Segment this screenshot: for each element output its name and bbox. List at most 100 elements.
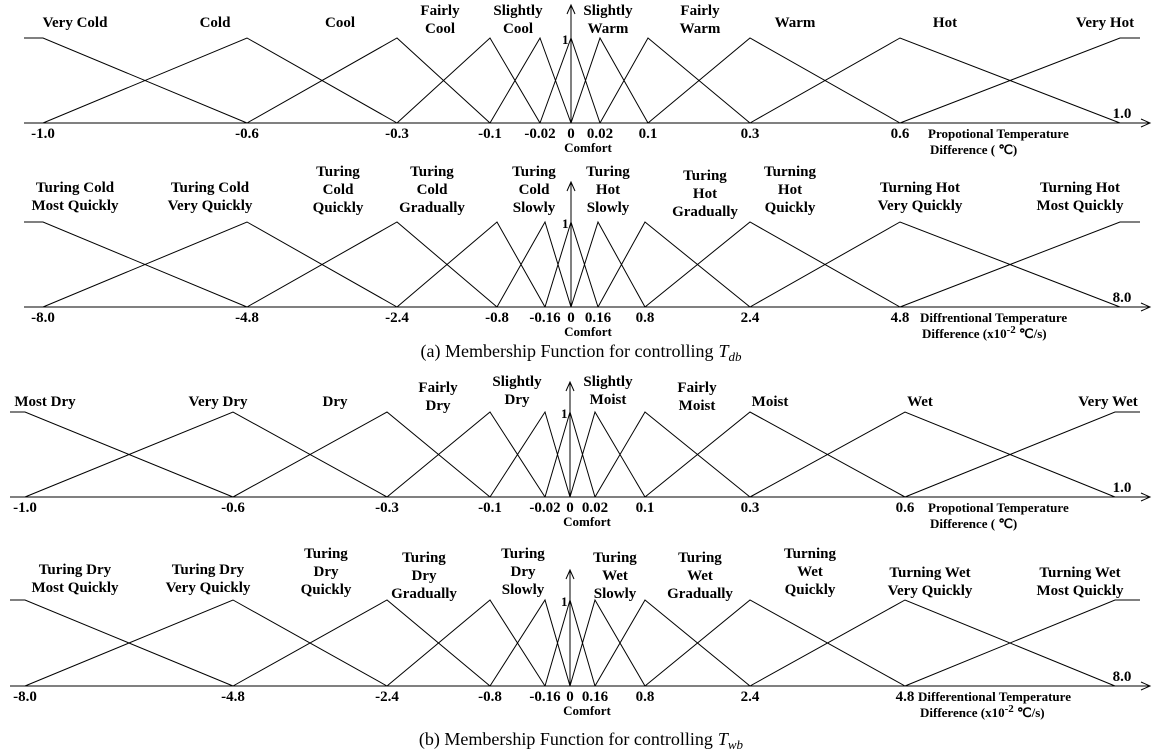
- set-label: Wet: [797, 564, 823, 580]
- set-label: Gradually: [391, 586, 457, 602]
- tick-label: 0.02: [587, 126, 613, 142]
- axis-title-part: Difference (x10: [920, 705, 1005, 720]
- set-label: Hot: [933, 15, 957, 31]
- tick-label: -0.1: [478, 500, 502, 516]
- set-label: Dry: [412, 568, 437, 584]
- tick-label: -1.0: [31, 126, 55, 142]
- set-label: Quickly: [785, 582, 836, 598]
- set-label: Very Cold: [43, 15, 109, 31]
- membership-function: [749, 599, 1116, 687]
- axis-title-part: ℃/s): [1014, 705, 1045, 720]
- membership-function: [904, 599, 1140, 687]
- tick-label: -2.4: [385, 310, 409, 326]
- tick-label: 0.3: [741, 126, 760, 142]
- caption-subscript: wb: [728, 737, 744, 752]
- membership-function: [246, 221, 498, 308]
- set-label: Very Wet: [1078, 394, 1138, 410]
- end-tick-label: 1.0: [1113, 480, 1132, 496]
- comfort-label: Comfort: [563, 703, 611, 718]
- set-label: Fairly: [418, 380, 458, 396]
- membership-function: [24, 411, 388, 498]
- tick-label: 0.8: [636, 310, 655, 326]
- set-label: Cold: [323, 182, 355, 198]
- membership-function: [42, 37, 398, 124]
- membership-function: [246, 37, 491, 124]
- axis-title: Diffrentional Temperature: [920, 310, 1067, 325]
- membership-function: [489, 410, 571, 498]
- set-label: Dry: [505, 392, 530, 408]
- set-label: Gradually: [672, 204, 738, 220]
- tick-label: -1.0: [13, 500, 37, 516]
- set-label: Slowly: [502, 582, 545, 598]
- set-label: Fairly: [677, 380, 717, 396]
- set-label: Turing: [402, 550, 446, 566]
- membership-function: [749, 411, 1116, 498]
- membership-function: [644, 221, 901, 308]
- membership-function: [24, 221, 248, 308]
- membership-function: [489, 598, 571, 687]
- unit-label: 1: [562, 32, 569, 47]
- unit-label: 1: [562, 216, 569, 231]
- axis-arrow: [1140, 302, 1152, 312]
- comfort-label: Comfort: [564, 324, 612, 339]
- membership-function: [599, 37, 751, 124]
- tick-label: -0.02: [524, 126, 555, 142]
- tick-label: -0.8: [485, 310, 509, 326]
- set-label: Turning Hot: [1040, 180, 1120, 196]
- membership-function: [544, 220, 599, 308]
- end-tick-label: 8.0: [1113, 290, 1132, 306]
- set-label: Most Dry: [14, 394, 76, 410]
- membership-function: [647, 37, 901, 124]
- membership-function: [749, 37, 1121, 124]
- axis-title: Difference ( ℃): [930, 516, 1017, 531]
- axis-title: Propotional Temperature: [928, 500, 1069, 515]
- axis-arrow: [565, 568, 575, 580]
- membership-function: [899, 37, 1140, 124]
- set-label: Fairly: [680, 3, 720, 19]
- set-label: Turing: [501, 546, 545, 562]
- set-label: Wet: [602, 568, 628, 584]
- tick-label: -0.16: [529, 689, 561, 705]
- set-label: Warm: [588, 21, 629, 37]
- comfort-label: Comfort: [563, 514, 611, 529]
- set-label: Hot: [778, 182, 802, 198]
- membership-function: [644, 411, 906, 498]
- membership-function: [496, 220, 572, 308]
- membership-function: [489, 36, 572, 124]
- set-label: Slightly: [583, 3, 633, 19]
- set-label: Cold: [200, 15, 232, 31]
- tick-label: -0.6: [221, 500, 245, 516]
- set-label: Hot: [693, 186, 717, 202]
- tick-label: 0.02: [582, 500, 608, 516]
- set-label: Dry: [511, 564, 536, 580]
- set-label: Turing Cold: [36, 180, 115, 196]
- set-label: Turning Wet: [1039, 565, 1120, 581]
- axis-arrow: [1140, 492, 1152, 502]
- set-label: Turing: [678, 550, 722, 566]
- tick-label: -0.3: [385, 126, 409, 142]
- membership-function: [644, 599, 906, 687]
- tick-label: -8.0: [13, 689, 37, 705]
- membership-function: [232, 599, 491, 687]
- set-label: Moist: [590, 392, 627, 408]
- caption: (a) Membership Function for controlling T…: [421, 341, 742, 364]
- tick-label: 0.3: [741, 500, 760, 516]
- set-label: Turing: [304, 546, 348, 562]
- set-label: Most Quickly: [31, 580, 119, 596]
- membership-function: [42, 221, 398, 308]
- tick-label: 4.8: [896, 689, 915, 705]
- tick-label: -2.4: [375, 689, 399, 705]
- set-label: Warm: [680, 21, 721, 37]
- set-label: Very Quickly: [168, 198, 253, 214]
- tick-label: 0.1: [636, 500, 655, 516]
- membership-function: [539, 36, 601, 124]
- tick-label: -0.6: [235, 126, 259, 142]
- set-label: Quickly: [313, 200, 364, 216]
- tick-label: 0.16: [585, 310, 612, 326]
- set-label: Warm: [775, 15, 816, 31]
- set-label: Turing: [683, 168, 727, 184]
- set-label: Cold: [417, 182, 449, 198]
- set-label: Most Quickly: [1036, 198, 1124, 214]
- set-label: Turing: [410, 164, 454, 180]
- tick-label: 4.8: [891, 310, 910, 326]
